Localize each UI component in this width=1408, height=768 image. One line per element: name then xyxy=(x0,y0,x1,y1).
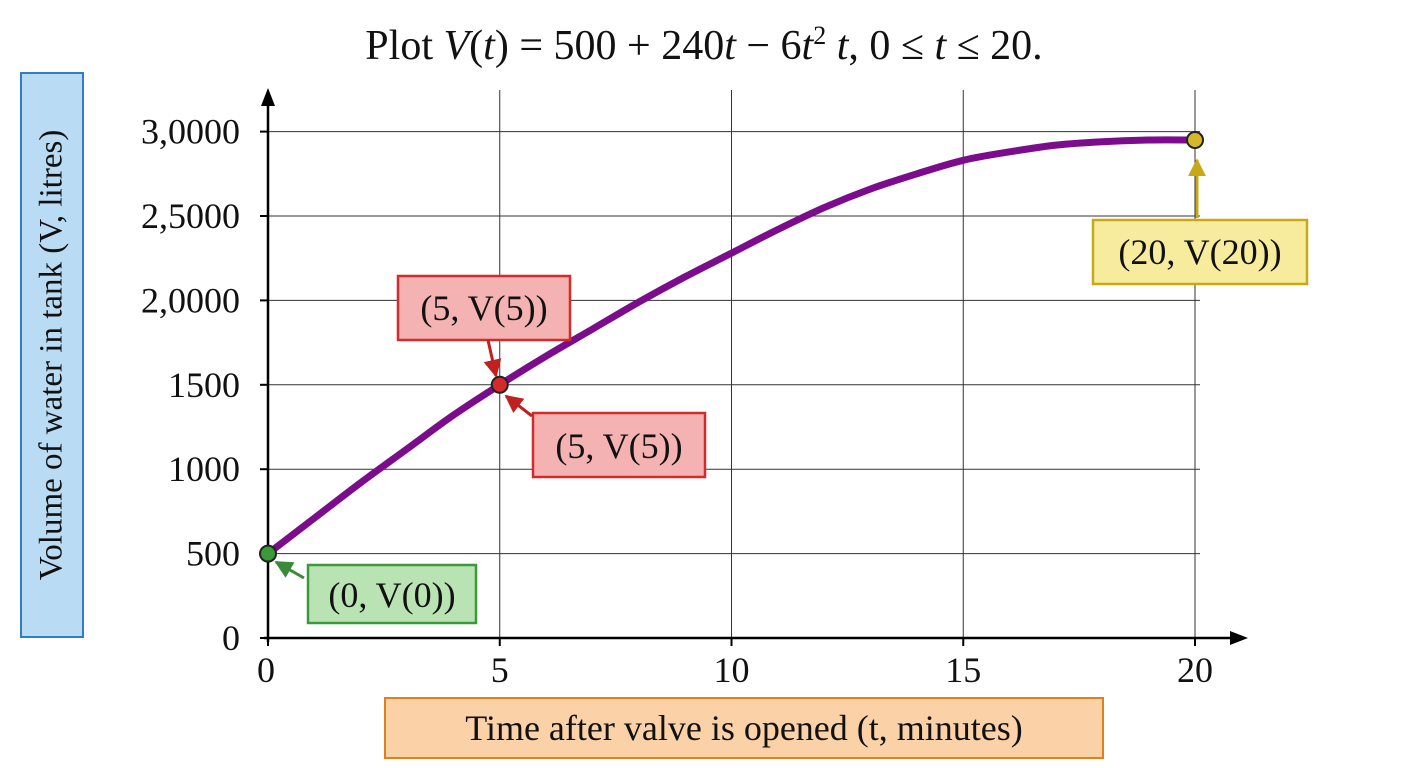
y-tick-label: 2,5000 xyxy=(141,196,240,236)
y-tick-label: 500 xyxy=(186,534,240,574)
y-tick-label: 0 xyxy=(222,618,240,658)
annotation-label: (5, V(5)) xyxy=(420,288,547,328)
title-part: t xyxy=(934,23,947,69)
title-part: 2 xyxy=(813,21,827,50)
x-axis-label: Time after valve is opened (t, minutes) xyxy=(384,697,1104,759)
series-line xyxy=(264,136,1199,558)
y-tick-label: 1000 xyxy=(168,449,240,489)
data-point xyxy=(259,544,277,563)
x-tick-label: 15 xyxy=(945,650,981,690)
annotation-arrow xyxy=(504,394,533,418)
annotation-label: (20, V(20)) xyxy=(1118,232,1281,272)
title-part: Plot xyxy=(365,23,444,69)
y-axis-label-box xyxy=(20,72,84,638)
title-part: ) = 500 + 240 xyxy=(494,23,725,69)
title-part: , 0 ≤ xyxy=(848,23,935,69)
title-part: ≤ 20. xyxy=(946,23,1043,69)
x-tick-label: 10 xyxy=(714,650,750,690)
annotation-box xyxy=(531,411,707,479)
annotation-box xyxy=(396,274,572,342)
annotation-arrow xyxy=(274,560,305,580)
annotation-arrow xyxy=(483,339,502,378)
title-part: ( xyxy=(469,23,484,69)
title-part: t xyxy=(724,23,736,69)
y-tick-label: 1500 xyxy=(168,365,240,405)
y-tick-label: 2,0000 xyxy=(141,280,240,320)
title-part: V xyxy=(443,23,470,69)
x-tick-label: 20 xyxy=(1177,650,1213,690)
x-axis-arrow xyxy=(1230,631,1248,645)
grid xyxy=(268,90,1200,638)
y-axis-arrow xyxy=(261,88,275,106)
y-tick-label: 3,0000 xyxy=(141,112,240,152)
title-part: t xyxy=(801,23,814,69)
data-point xyxy=(490,375,509,394)
title-part: − 6 xyxy=(735,23,802,69)
annotation-label: (0, V(0)) xyxy=(328,575,455,615)
title-part: t xyxy=(483,23,495,69)
annotation-label: (5, V(5)) xyxy=(555,426,682,466)
x-tick-label: 0 xyxy=(257,650,275,690)
annotation-box xyxy=(306,563,478,625)
x-tick-label: 5 xyxy=(491,650,509,690)
annotation-box xyxy=(1091,218,1309,286)
title-part: t xyxy=(836,23,849,69)
chart-title: Plot V(t) = 500 + 240t − 6t2 t, 0 ≤ t ≤ … xyxy=(0,8,1408,74)
data-point xyxy=(1186,131,1204,150)
